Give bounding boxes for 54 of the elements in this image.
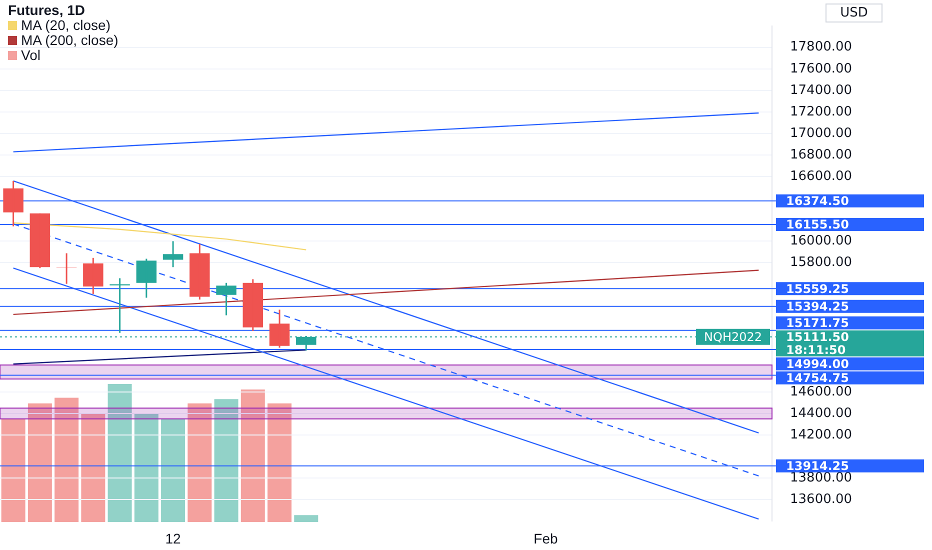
candlestick — [162, 240, 184, 268]
y-tick-label: 13600.00 — [790, 492, 852, 508]
ref-line-label: 15171.75 — [786, 316, 850, 330]
y-tick-label: 17600.00 — [790, 61, 852, 76]
y-tick-label: 17800.00 — [790, 40, 852, 55]
candlestick — [269, 308, 290, 348]
candlestick — [83, 257, 104, 295]
candlestick — [242, 278, 264, 332]
bar — [1, 418, 26, 522]
text: USD — [840, 5, 868, 20]
ref-line-label: 13914.25 — [786, 458, 850, 473]
legend-label: MA (20, close) — [21, 17, 112, 33]
ref-line-label: 15111.50 — [786, 330, 850, 344]
annotation: NQH2022 — [704, 330, 762, 344]
candlestick — [3, 180, 24, 228]
y-tick-label: 14600.00 — [790, 384, 852, 400]
x-tick-label: Feb — [534, 530, 558, 546]
legend-label: MA (200, close) — [20, 32, 118, 48]
ref-line-label: 14994.00 — [786, 357, 850, 372]
y-tick-label: 13800.00 — [790, 470, 852, 486]
bar — [214, 399, 238, 522]
bar — [161, 418, 186, 522]
bar — [188, 403, 212, 522]
y-tick-label: 16000.00 — [790, 234, 852, 249]
chart-title: Futures, 1D — [8, 2, 86, 18]
candlestick — [216, 282, 236, 316]
y-tick-label: 14400.00 — [790, 406, 852, 421]
text: 18:11:50 — [786, 343, 846, 358]
y-tick-label: 16600.00 — [790, 168, 852, 184]
candlestick — [30, 212, 50, 269]
y-tick-label: 16800.00 — [790, 147, 852, 162]
y-tick-label: 17400.00 — [790, 82, 852, 98]
y-tick-label: 17000.00 — [790, 126, 852, 141]
bar — [240, 390, 265, 522]
ref-line-label: 15394.25 — [786, 300, 850, 314]
bar — [54, 398, 79, 522]
bar — [81, 412, 106, 522]
bar — [268, 403, 292, 522]
y-tick-label: 15800.00 — [790, 255, 852, 270]
candlestick — [56, 252, 77, 285]
bar — [108, 384, 132, 522]
ref-line-label: 16155.50 — [786, 218, 850, 232]
bar — [134, 412, 158, 522]
candlestick — [136, 258, 157, 298]
candlestick — [190, 243, 210, 300]
ref-line-label: 14754.75 — [786, 371, 850, 386]
ref-line-label: 16374.50 — [786, 194, 850, 208]
y-tick-label: 17200.00 — [790, 104, 852, 120]
bar — [28, 403, 52, 522]
bar — [294, 515, 318, 522]
y-tick-label: 14200.00 — [790, 427, 852, 442]
x-tick-label: 12 — [165, 530, 182, 546]
legend-label: Vol — [20, 47, 42, 63]
ref-line-label: 15559.25 — [786, 282, 850, 296]
